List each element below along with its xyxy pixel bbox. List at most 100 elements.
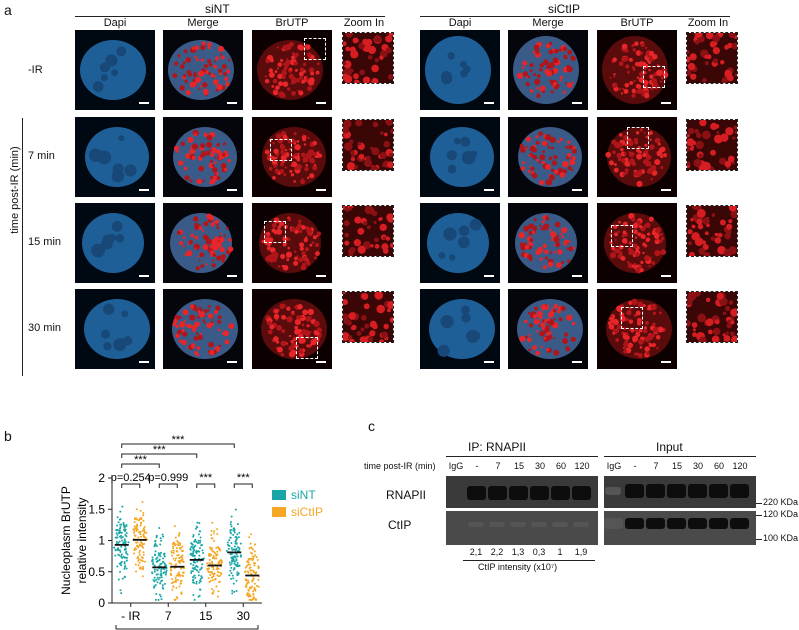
scale-bar (661, 102, 671, 104)
condition-underline-sint (75, 16, 385, 17)
siNT-point (232, 548, 235, 551)
siCtIP-point (244, 570, 247, 573)
siNT-point (116, 565, 119, 568)
siCtIP-point (141, 529, 144, 532)
siCtIP-point (213, 530, 216, 533)
siNT-point (119, 526, 122, 529)
siCtIP-point (133, 520, 136, 523)
siNT-point (233, 527, 236, 530)
siCtIP-point (212, 572, 215, 575)
scale-bar (572, 102, 582, 104)
siNT-point (191, 576, 194, 579)
row-label-30min: 30 min (28, 322, 62, 334)
siNT-point (234, 555, 237, 558)
siNT-point (225, 549, 228, 552)
siCtIP-point (251, 598, 254, 601)
siCtIP-point (217, 567, 220, 570)
panel-b-letter: b (4, 428, 12, 444)
mw-marker-220: 220 KDa (763, 497, 799, 507)
blot-band (552, 522, 568, 527)
siNT-point (194, 561, 197, 564)
siCtIP-point (209, 548, 212, 551)
scale-bar (316, 189, 326, 191)
siCtIP-point (180, 559, 183, 562)
siCtIP-point (172, 557, 175, 560)
scale-bar (227, 102, 237, 104)
siNT-point (236, 563, 239, 566)
siCtIP-point (215, 546, 218, 549)
condition-label-sint: siNT (205, 2, 230, 16)
zoom-in-image (683, 29, 739, 84)
zoom-region-box (621, 307, 643, 329)
merge-image (508, 117, 588, 197)
siNT-point (230, 566, 233, 569)
column-header-dapi: Dapi (103, 17, 127, 29)
siNT-point (230, 577, 233, 580)
siCtIP-point (252, 590, 255, 593)
siCtIP-point (177, 553, 180, 556)
siNT-point (153, 576, 156, 579)
siCtIP-point (133, 549, 136, 552)
siNT-point (230, 541, 233, 544)
scale-bar (484, 189, 494, 191)
siCtIP-point (171, 554, 174, 557)
blot-band (667, 518, 686, 529)
siCtIP-point (138, 553, 141, 556)
siCtIP-point (175, 557, 178, 560)
blot-band (625, 484, 644, 498)
siCtIP-point (145, 531, 148, 534)
siNT-point (238, 547, 241, 550)
siCtIP-point (208, 562, 211, 565)
siCtIP-point (137, 519, 140, 522)
blot-band (688, 484, 707, 498)
merge-image (163, 289, 243, 369)
merge-image (163, 203, 243, 283)
siCtIP-point (257, 567, 260, 570)
blot-band (604, 518, 623, 529)
siNT-point (119, 510, 122, 513)
siCtIP-point (181, 545, 184, 548)
siNT-point (123, 566, 126, 569)
siNT-point (153, 545, 156, 548)
siNT-point (193, 598, 196, 601)
siNT-point (236, 533, 239, 536)
siCtIP-point (254, 572, 257, 575)
siCtIP-point (176, 540, 179, 543)
siCtIP-point (253, 550, 256, 553)
siNT-point (156, 576, 159, 579)
siCtIP-point (210, 533, 213, 536)
siCtIP-point (170, 551, 173, 554)
siNT-point (195, 580, 198, 583)
siCtIP-point (245, 583, 248, 586)
merge-image (508, 203, 588, 283)
siNT-point (189, 562, 192, 565)
siNT-point (153, 553, 156, 556)
blot-label-ctip: CtIP (388, 518, 412, 532)
siCtIP-point (217, 570, 220, 573)
siNT-point (194, 527, 197, 530)
siNT-point (237, 536, 240, 539)
quant-label: CtIP intensity (x10⁷) (478, 562, 558, 572)
pair-bracket (158, 483, 178, 488)
siCtIP-point (171, 578, 174, 581)
siCtIP-point (136, 525, 139, 528)
scale-bar (139, 189, 149, 191)
siCtIP-point (209, 570, 212, 573)
siNT-point (201, 563, 204, 566)
siCtIP-point (208, 546, 211, 549)
siCtIP-point (247, 581, 250, 584)
siNT-point (156, 556, 159, 559)
siNT-point (227, 547, 230, 550)
siNT-point (201, 576, 204, 579)
siNT-point (161, 560, 164, 563)
siCtIP-point (180, 591, 183, 594)
siNT-point (195, 582, 198, 585)
quant-value: 1 (557, 547, 563, 557)
siNT-point (193, 581, 196, 584)
siNT-point (232, 582, 235, 585)
siCtIP-point (175, 586, 178, 589)
blot-band (646, 518, 665, 529)
siCtIP-point (170, 574, 173, 577)
siCtIP-point (211, 521, 214, 524)
siNT-point (232, 533, 235, 536)
